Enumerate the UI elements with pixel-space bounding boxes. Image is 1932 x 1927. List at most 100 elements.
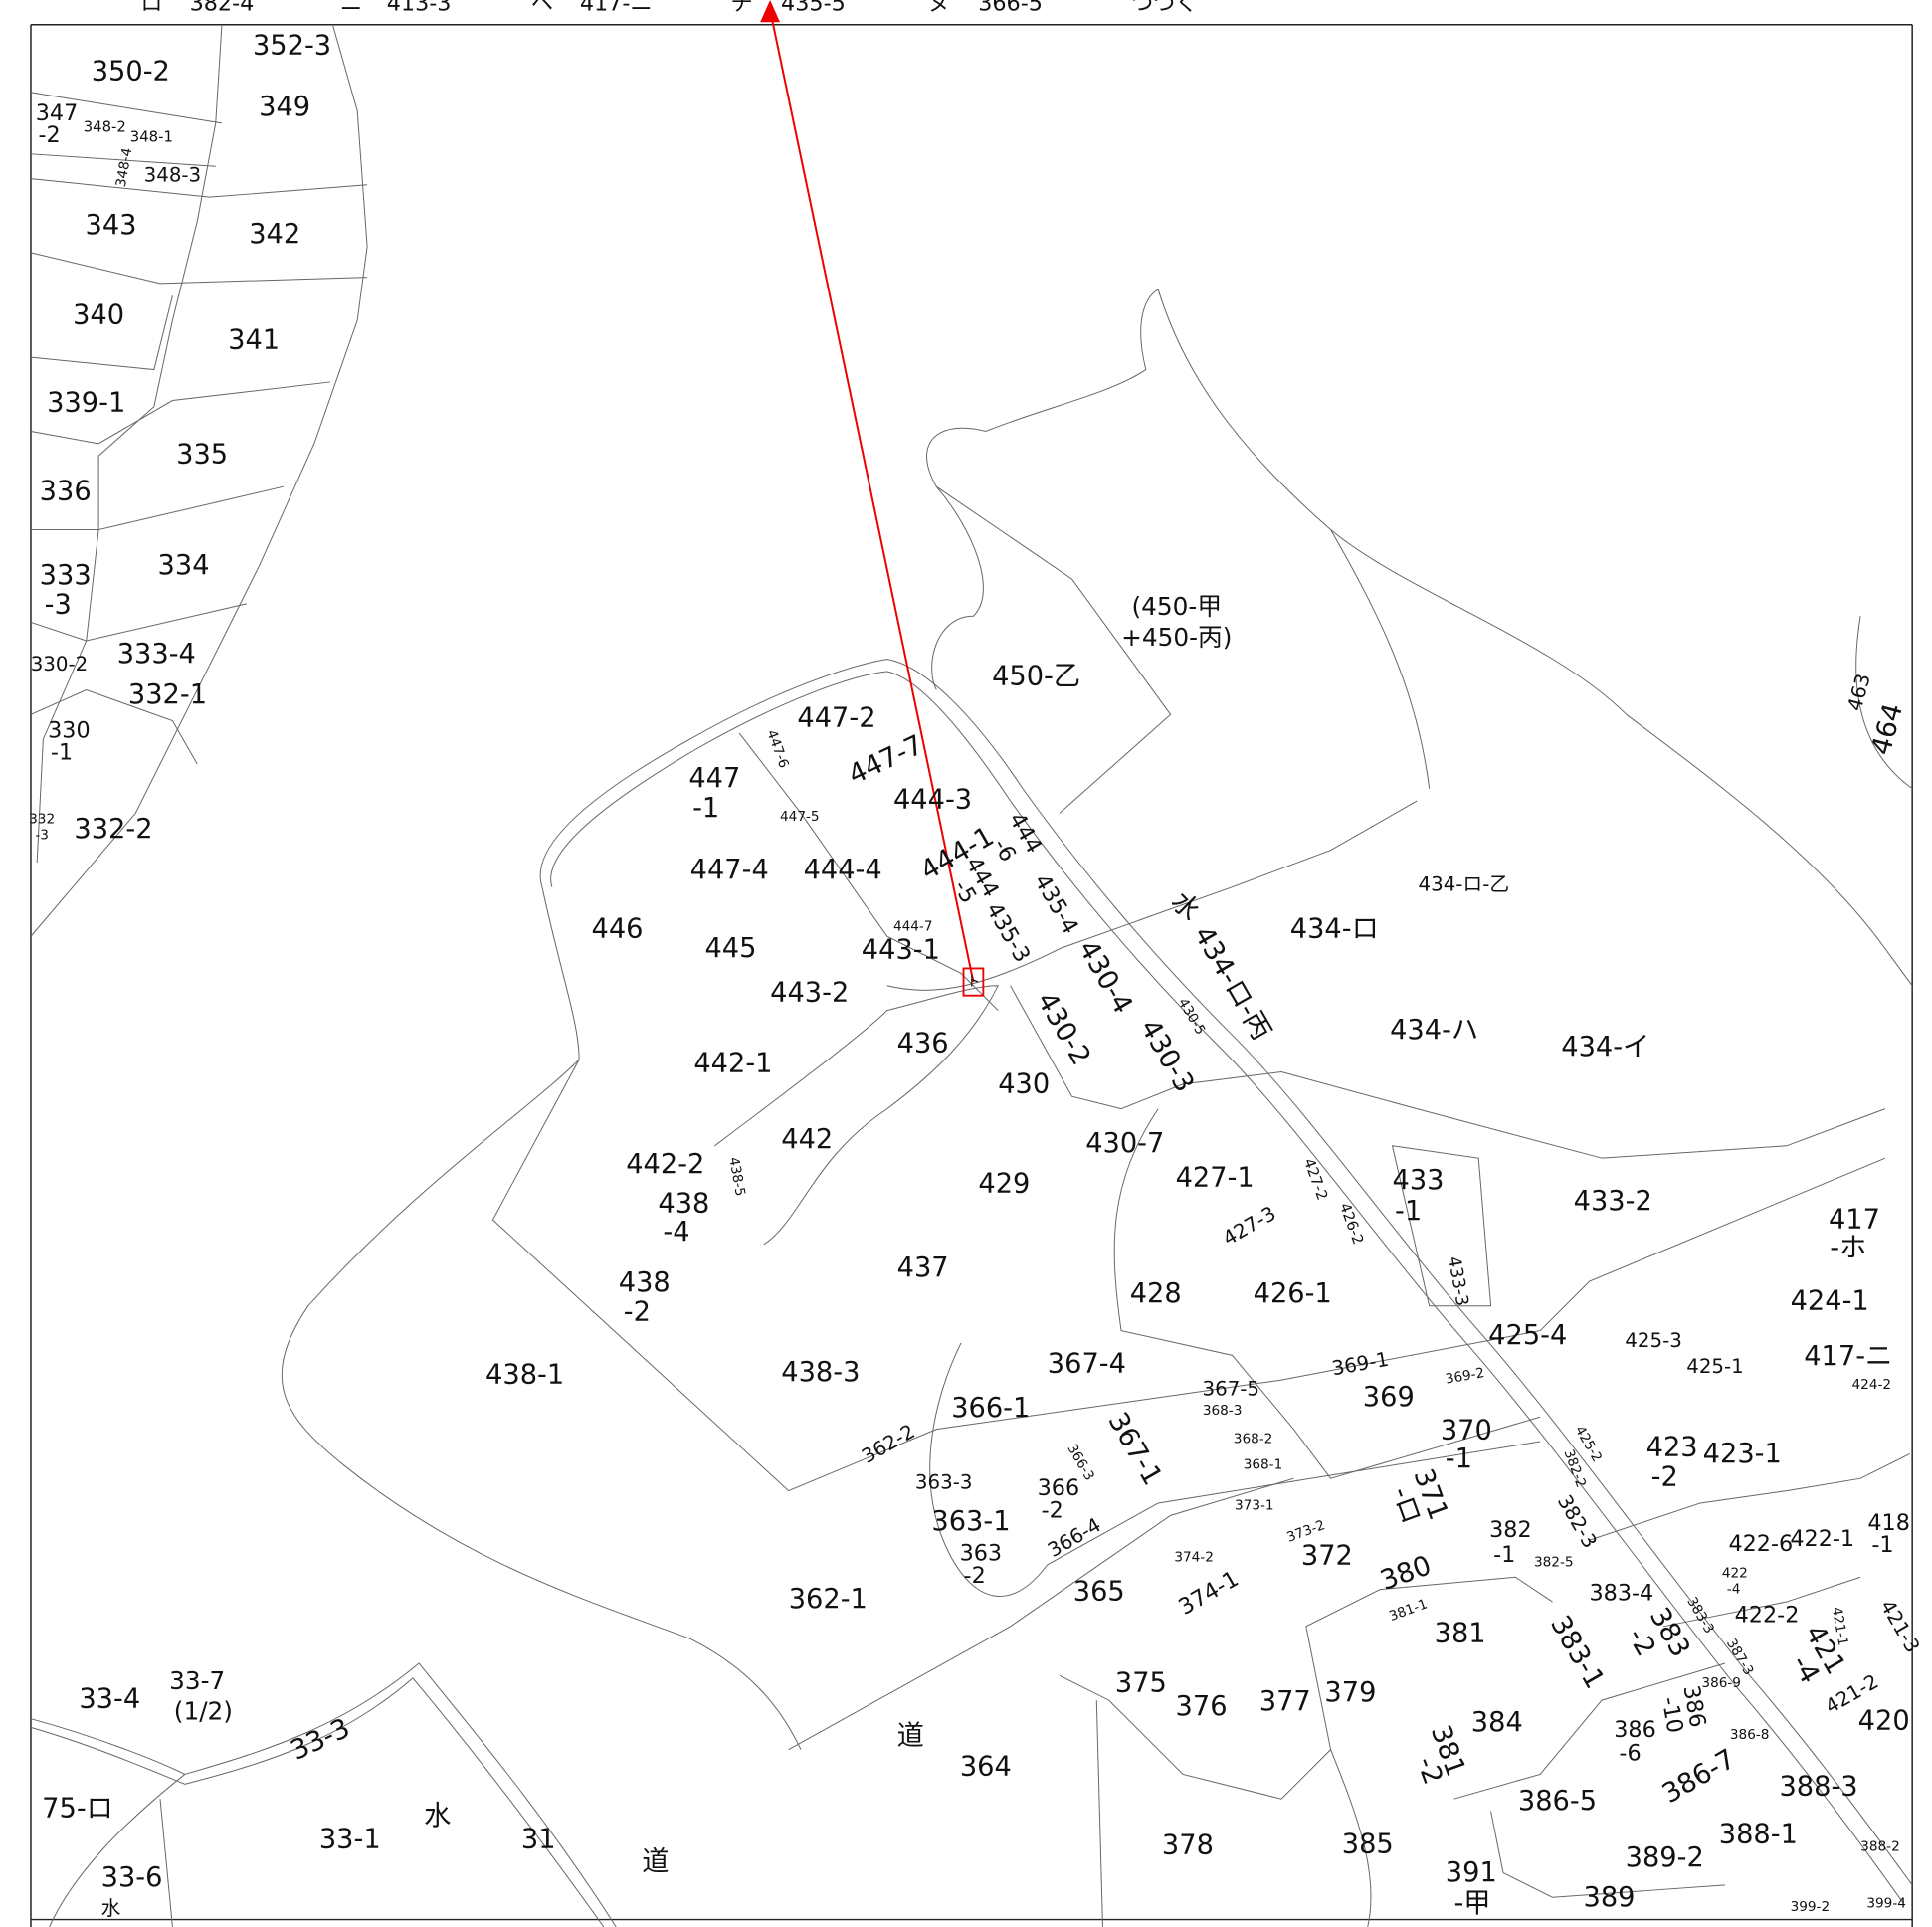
parcel-label: 33-6 [101,1862,163,1893]
parcel-label: 350-2 [92,56,170,87]
parcel-label: 433-3 [1444,1254,1471,1307]
parcel-label: 391 [1446,1857,1497,1888]
parcel-label: 436 [897,1029,949,1060]
parcel-label: 423 [1646,1433,1698,1463]
parcel-label: -4 [1727,1582,1741,1598]
header-item: 382-4 [190,0,255,17]
parcel-label: 442-2 [626,1149,704,1180]
parcel-label: 433 [1393,1165,1445,1196]
parcel-label: 385 [1342,1830,1394,1860]
parcel-label: 332 [29,812,55,828]
parcel-label: 422-2 [1735,1603,1800,1629]
parcel-label: 335 [176,440,228,471]
parcel-label: 33-3 [286,1713,354,1767]
parcel-label: -1 [692,793,719,824]
pointer-arrowhead [760,0,780,23]
parcel-label: 382-3 [1553,1491,1602,1552]
parcel-label: 427-2 [1300,1156,1332,1203]
parcel-label: 435-3 [981,898,1036,967]
parcel-label: 437 [897,1253,949,1283]
parcel-label: 376 [1176,1691,1228,1722]
parcel-label: 33-4 [79,1683,140,1714]
parcel-label: 463 [1843,672,1875,713]
parcel-label: -2 [1042,1497,1063,1523]
parcel-label: 430-4 [1072,935,1138,1019]
parcel-label: 330-2 [31,653,89,675]
parcel-label: 343 [85,210,136,241]
parcel-label: 369 [1363,1382,1415,1413]
parcel-label: 424-2 [1852,1377,1892,1393]
parcel-label: 33-1 [319,1825,381,1855]
parcel-label: 332-1 [128,679,207,710]
parcel-label: 424-1 [1791,1285,1869,1316]
parcel-label: -ホ [1830,1233,1866,1263]
parcel-label: 377 [1259,1686,1311,1717]
parcel-label: -10 [1656,1695,1688,1735]
parcel-label: 434-イ [1561,1032,1649,1062]
parcel-label: 444-3 [893,784,972,815]
parcel-label: 373-1 [1235,1497,1274,1513]
parcel-label: -甲 [1453,1888,1490,1919]
parcel-label: 447-2 [797,703,875,734]
parcel-label: 379 [1324,1677,1376,1708]
parcel-label: 438-5 [725,1156,748,1198]
parcel-label: 352-3 [253,30,331,61]
marker-label: ト [967,974,981,990]
parcel-label: 382 [1489,1517,1532,1543]
parcel-label: 386-7 [1657,1744,1741,1810]
parcel-label: 399-4 [1866,1895,1906,1911]
parcel-label: 382-2 [1561,1447,1590,1490]
parcel-label: 447-4 [690,855,769,885]
parcel-label: 365 [1073,1577,1125,1608]
parcel-label: 422-1 [1790,1526,1854,1552]
parcel-label: 447 [688,763,740,794]
parcel-label: 332-2 [74,814,152,845]
parcel-label: 430 [998,1068,1050,1099]
parcel-label: -1 [1493,1542,1515,1568]
parcel-label: 423-1 [1703,1439,1782,1469]
parcel-label: 363 [960,1541,1003,1567]
header-item: チ [730,0,752,17]
parcel-label: 388-3 [1779,1771,1857,1802]
parcel-label: 420 [1858,1706,1910,1737]
parcel-label: 31 [521,1825,556,1855]
parcel-label: 368-2 [1234,1432,1273,1447]
parcel-label: -2 [624,1296,651,1327]
parcel-label: 369-2 [1445,1365,1486,1388]
parcel-label: -2 [964,1563,986,1589]
parcel-label: 447-5 [780,809,820,825]
parcel-label: 446 [592,913,644,944]
parcel-label: 442-1 [693,1048,772,1078]
parcel-label: 374-2 [1174,1549,1214,1565]
parcel-label: 425-4 [1488,1320,1567,1351]
parcel-label: 428 [1130,1278,1182,1309]
header-item: ロ [140,0,162,17]
parcel-label: -1 [1871,1532,1893,1558]
parcel-label: 330 [48,717,91,743]
parcel-label: 386 [1614,1717,1656,1743]
parcel-label: 水 [1165,886,1206,927]
parcel-label: 347 [36,100,79,126]
parcel-label: 366 [1038,1475,1080,1501]
parcel-label: 417 [1829,1205,1880,1236]
parcel-label: 443-2 [770,978,849,1009]
parcel-label: 438-1 [485,1360,564,1391]
parcel-label: 381 [1435,1619,1486,1649]
parcel-label: 388-2 [1860,1838,1900,1854]
parcel-label: 386-9 [1701,1675,1741,1691]
parcel-label: (450-甲 [1131,592,1222,621]
parcel-label: 367-4 [1048,1349,1126,1380]
parcel-label: 433-2 [1574,1186,1652,1217]
parcel-label: 363-3 [915,1470,973,1493]
parcel-label: 434-ロ [1290,913,1379,944]
parcel-label: 383-4 [1590,1580,1654,1606]
parcel-label: 348-1 [130,127,173,145]
parcel-label: 349 [259,92,310,122]
parcel-label: 427-1 [1176,1162,1255,1193]
parcel-label: 33-7 [169,1666,225,1695]
parcel-label: 339-1 [47,387,125,418]
parcel-label: 384 [1471,1707,1523,1738]
